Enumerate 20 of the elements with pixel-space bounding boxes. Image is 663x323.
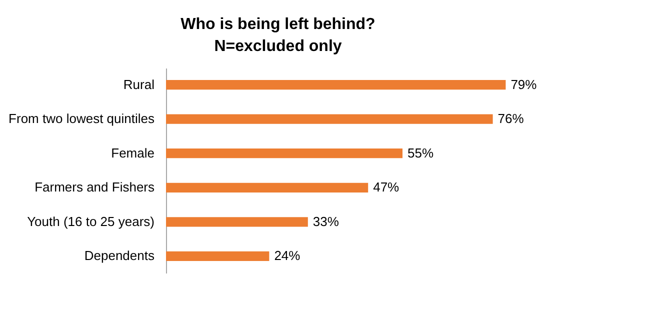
bar bbox=[166, 182, 368, 192]
y-tick-label: From two lowest quintiles bbox=[8, 111, 155, 126]
y-tick-label: Rural bbox=[123, 76, 155, 92]
data-label: 76% bbox=[498, 111, 524, 126]
data-label: 79% bbox=[510, 76, 538, 92]
y-tick-label: Dependents bbox=[84, 248, 155, 264]
bar bbox=[166, 148, 402, 158]
data-label: 47% bbox=[373, 180, 400, 195]
y-tick-label: Youth (16 to 25 years) bbox=[27, 214, 154, 229]
bar bbox=[166, 80, 506, 90]
data-label: 24% bbox=[274, 248, 301, 264]
chart-subtitle: N=excluded only bbox=[214, 38, 342, 55]
y-tick-label: Female bbox=[111, 145, 154, 160]
chart-title: Who is being left behind? bbox=[180, 16, 376, 33]
data-label: 33% bbox=[312, 214, 340, 229]
bar bbox=[166, 251, 270, 261]
bar bbox=[166, 114, 493, 124]
data-label: 55% bbox=[408, 145, 434, 160]
bar bbox=[166, 217, 308, 227]
y-tick-label: Farmers and Fishers bbox=[34, 180, 155, 195]
